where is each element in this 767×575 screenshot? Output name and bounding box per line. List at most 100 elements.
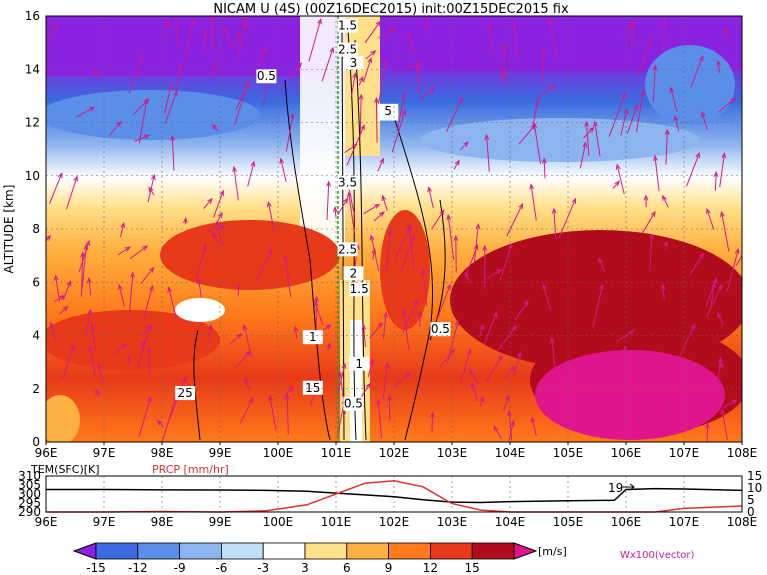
- wind-vector: [579, 142, 587, 169]
- wind-vector: [59, 306, 68, 315]
- wind-vector-head: [217, 211, 223, 219]
- contour-label-box: [337, 42, 358, 57]
- wind-vector-head: [150, 173, 156, 181]
- contour-label-box: [302, 330, 323, 345]
- wind-vector-head: [212, 61, 218, 68]
- wind-vector: [258, 46, 267, 68]
- wind-vector: [701, 112, 708, 131]
- wind-vector-head: [428, 87, 435, 93]
- wind-vector: [282, 386, 294, 400]
- wind-vector: [138, 396, 152, 437]
- wind-vector: [637, 39, 652, 76]
- legend-tem: TEM(SFC)[K]: [30, 463, 100, 476]
- wind-vector: [234, 33, 240, 46]
- wind-vector: [88, 278, 92, 296]
- wind-vector-head: [88, 106, 96, 112]
- wind-vector-head: [509, 365, 516, 372]
- wind-vector: [471, 383, 478, 402]
- wind-vector-head: [454, 159, 460, 166]
- wind-vector-head: [314, 295, 319, 302]
- wind-vector: [705, 278, 717, 307]
- wind-vector: [206, 225, 225, 233]
- wind-vector-head: [377, 322, 383, 328]
- lower-x-tick-label: 107E: [669, 515, 700, 529]
- wind-vector-head: [664, 128, 670, 135]
- x-tick-label: 106E: [611, 446, 642, 460]
- wind-vector: [375, 98, 378, 143]
- wind-vector-head: [389, 27, 396, 33]
- wind-vector-head: [563, 359, 568, 367]
- wind-vector: [714, 172, 717, 191]
- wind-vector-head: [516, 351, 522, 358]
- wind-vector: [385, 230, 392, 273]
- contour-label-box: [256, 69, 277, 84]
- wind-vector: [689, 253, 704, 276]
- wind-vector: [128, 55, 143, 94]
- wind-vector: [378, 27, 395, 39]
- wind-vector-head: [439, 209, 445, 216]
- wind-vector-head: [325, 324, 332, 330]
- wind-vector-head: [508, 242, 513, 250]
- wind-vector-head: [705, 422, 710, 429]
- wind-vector-head: [720, 408, 726, 415]
- contour-label-box: [343, 55, 364, 70]
- y-ticks: 0 2 4 6 8 10 12 14 16: [25, 9, 40, 449]
- contour-label: 0.5: [257, 69, 276, 83]
- wind-vector-head: [149, 284, 154, 292]
- wind-vector: [164, 20, 169, 36]
- wind-vector-head: [493, 425, 499, 432]
- wind-vector-head: [734, 247, 740, 255]
- wind-vector-head: [235, 32, 240, 39]
- colorbar-label: 15: [465, 561, 480, 575]
- colorbar-label: -15: [86, 561, 106, 575]
- lower-x-tick-label: 99E: [209, 515, 232, 529]
- contour-label-box: [337, 18, 358, 33]
- wind-vector-head: [365, 382, 371, 389]
- wind-vector: [171, 136, 175, 171]
- wind-vector: [108, 121, 122, 136]
- colorbar-label: -6: [215, 561, 227, 575]
- wind-vector: [717, 312, 724, 325]
- colorbar-left-arrow: [72, 542, 97, 560]
- x-tick-label: 102E: [379, 446, 410, 460]
- wind-vector-head: [729, 97, 736, 103]
- wind-vector: [148, 348, 150, 373]
- wind-vector: [662, 16, 666, 51]
- colorbar-segment: [262, 542, 306, 560]
- wind-vector-head: [164, 19, 170, 26]
- wind-vector: [706, 208, 715, 230]
- wind-vector: [49, 173, 63, 204]
- wind-vector-head: [338, 371, 344, 378]
- wind-vector-head: [242, 323, 248, 331]
- y-tick-label: 4: [32, 329, 40, 343]
- wind-vector: [654, 156, 660, 192]
- wind-vector: [48, 23, 58, 39]
- wind-vector-head: [401, 308, 407, 315]
- wind-vector-head: [413, 298, 419, 306]
- wind-vector-head: [62, 305, 69, 312]
- x-tick-label: 97E: [93, 446, 116, 460]
- contour-label-box: [430, 322, 451, 337]
- wind-vector-head: [633, 103, 639, 110]
- lower-x-tick-label: 96E: [35, 515, 58, 529]
- wind-vector-head: [219, 225, 227, 230]
- wind-vector-head: [410, 234, 415, 241]
- wind-vector-head: [523, 300, 529, 307]
- wind-vector: [690, 56, 704, 88]
- tem-line: [46, 487, 743, 504]
- x-ticks: 96E 97E 98E 99E 100E 101E 102E 103E 104E 105E 106E…: [35, 442, 757, 460]
- wind-vector: [629, 386, 638, 430]
- wind-vector: [630, 23, 635, 49]
- wind-vector: [289, 62, 302, 80]
- wind-vector-head: [599, 283, 604, 291]
- contour-label: 0.5: [344, 397, 363, 411]
- wind-vector-head: [116, 120, 122, 127]
- colorbar-label: 12: [423, 561, 438, 575]
- x-tick-label: 103E: [437, 446, 468, 460]
- wind-vector: [85, 309, 92, 337]
- wind-vector: [453, 160, 460, 170]
- wind-vector-head: [615, 163, 621, 170]
- wind-vector: [65, 176, 78, 210]
- wind-vector: [285, 113, 294, 152]
- wind-vector-head: [383, 311, 389, 319]
